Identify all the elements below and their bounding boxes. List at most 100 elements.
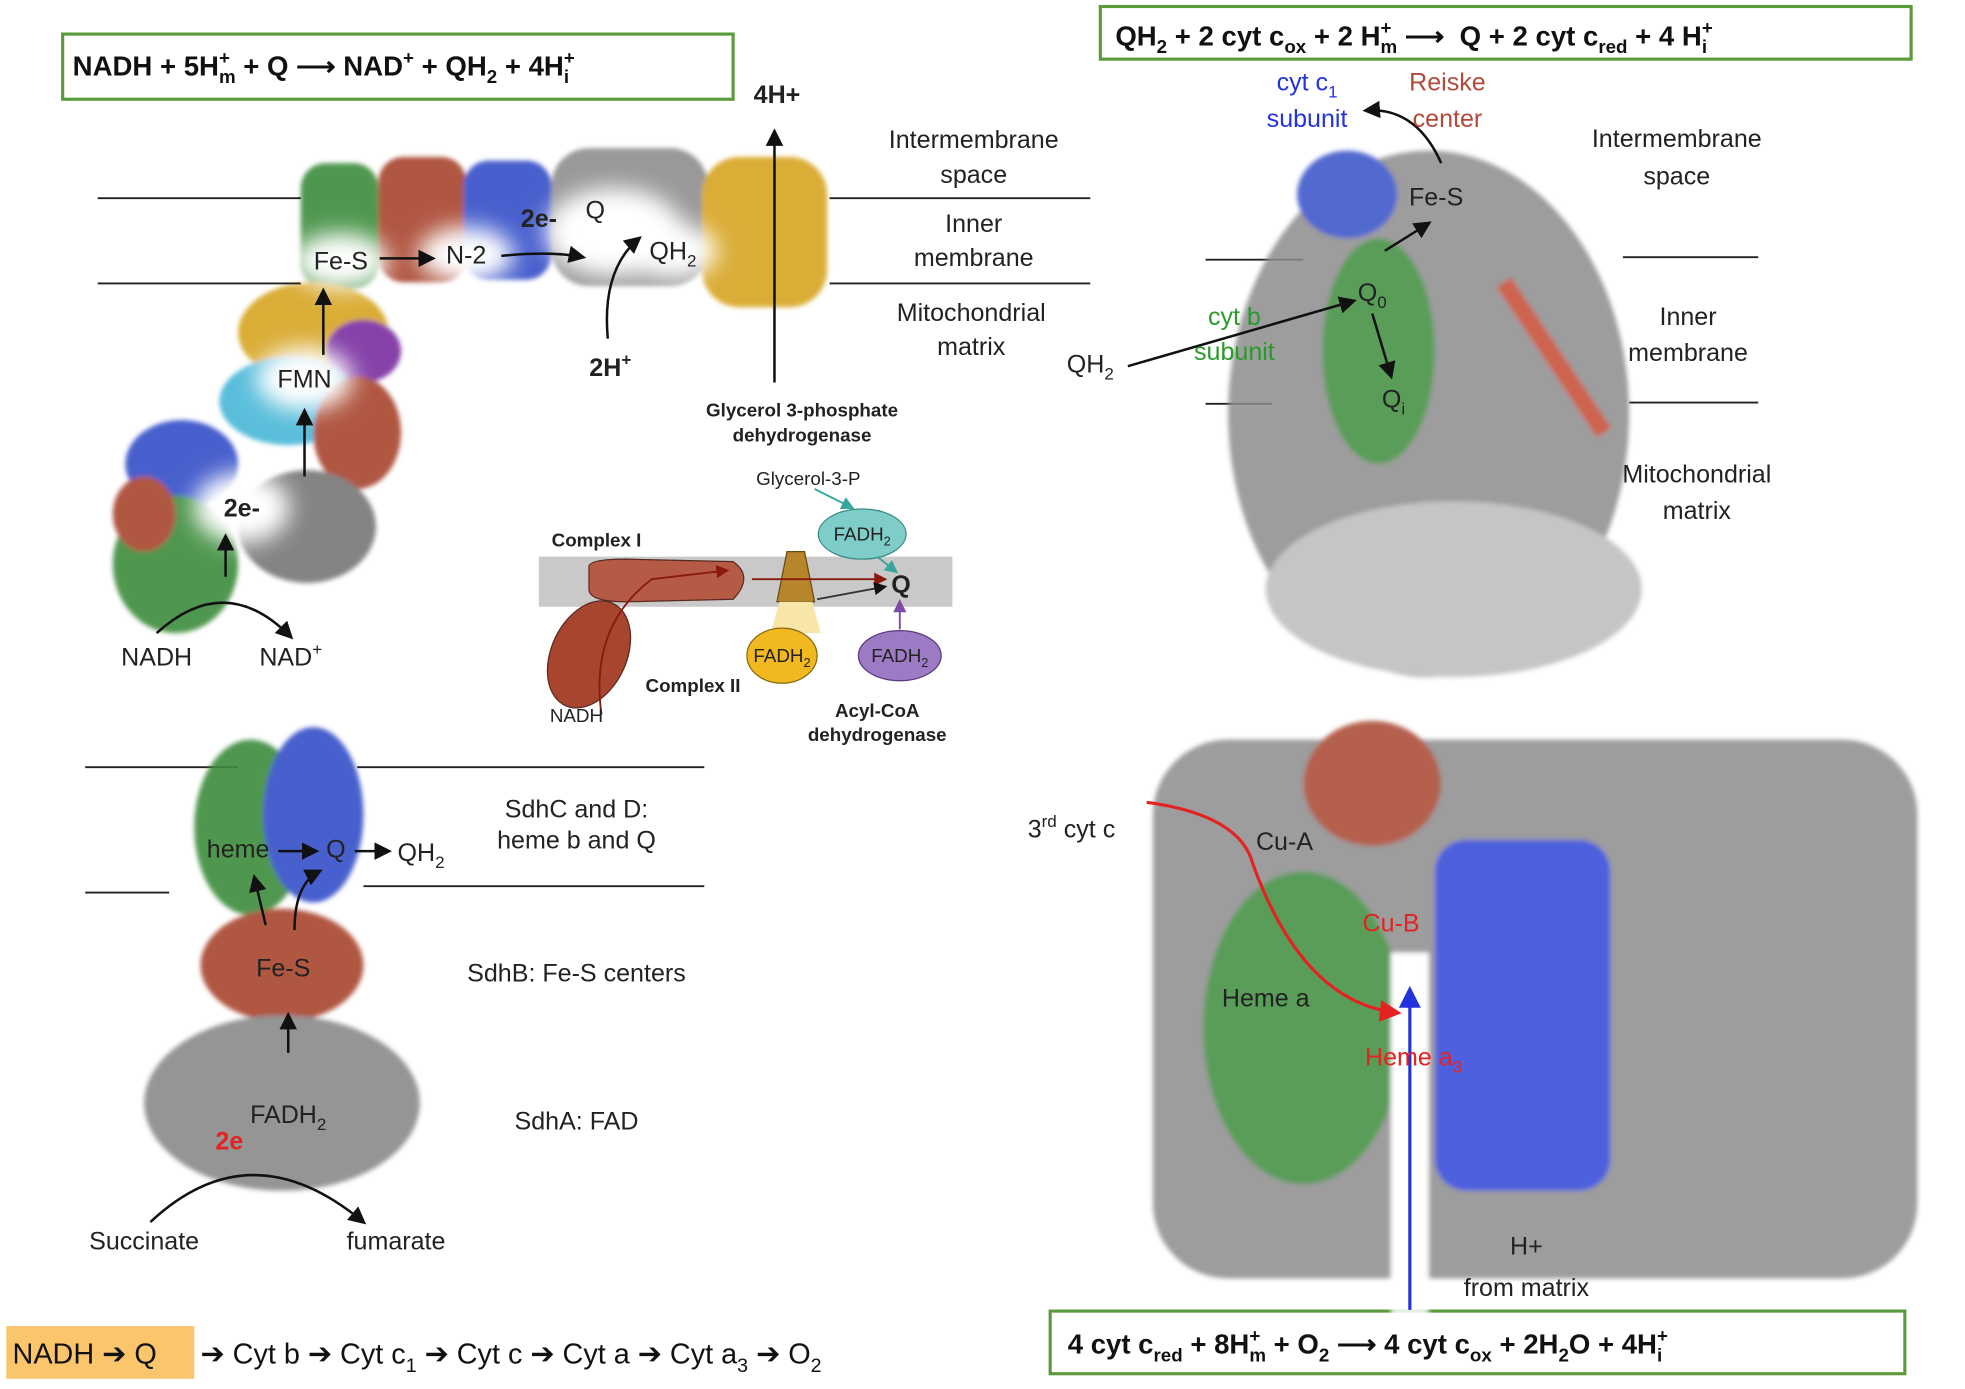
subscript: 2 bbox=[1319, 1344, 1329, 1365]
label: NADH bbox=[550, 705, 603, 726]
label: QH2 bbox=[398, 839, 445, 872]
label: Glycerol 3-phosphate bbox=[706, 399, 898, 420]
label: FMN bbox=[277, 365, 331, 393]
label: SdhC and D: bbox=[505, 795, 648, 823]
complex-ii-labels: SdhC and D: heme b and Q heme Q QH2 Fe-S… bbox=[89, 795, 686, 1255]
subscript: 2 bbox=[884, 534, 891, 549]
label: Mitochondrial bbox=[897, 299, 1046, 327]
label-glow-part bbox=[194, 472, 290, 543]
subscript: 2 bbox=[1104, 364, 1113, 383]
subscript: 3 bbox=[1453, 1057, 1462, 1076]
label: FADH2 bbox=[250, 1101, 326, 1134]
complex-iv-arrows bbox=[1146, 800, 1421, 1310]
supscript: + bbox=[1702, 17, 1713, 38]
text-run: cyt c bbox=[1057, 815, 1115, 843]
label: NADH bbox=[121, 644, 192, 672]
membrane-lines bbox=[85, 197, 1759, 894]
text-run: QH bbox=[649, 238, 687, 266]
label: Fe-S bbox=[314, 248, 368, 276]
subscript: 1 bbox=[1328, 82, 1337, 101]
complex-ii-arrows-part bbox=[149, 1174, 367, 1225]
text-run: ➔ Cyt c ➔ Cyt a ➔ Cyt a bbox=[417, 1339, 739, 1371]
label: space bbox=[1643, 162, 1710, 190]
label: matrix bbox=[1663, 497, 1732, 525]
label: H+ bbox=[1510, 1233, 1543, 1261]
label: subunit bbox=[1267, 105, 1348, 133]
complex-iv-structure-part bbox=[1303, 720, 1442, 847]
label-glow-part bbox=[418, 227, 514, 283]
label: Complex II bbox=[646, 675, 741, 696]
text-run: QH bbox=[398, 839, 436, 867]
pathway-schematic-part bbox=[746, 627, 818, 684]
subscript: 1 bbox=[406, 1355, 417, 1377]
subscript: 2 bbox=[317, 1115, 326, 1134]
chain-step: NADH ➔ Q bbox=[13, 1339, 157, 1371]
complex-iv-structure-part bbox=[1203, 871, 1404, 1185]
complex-iii-arrows bbox=[1127, 100, 1443, 380]
supscript: + bbox=[1249, 1325, 1260, 1346]
complex-ii-arrows bbox=[149, 842, 392, 1225]
complex-i-arrows bbox=[155, 128, 784, 640]
equation: NADH + 5H+ m + Q ⟶ NAD+ + QH2 + 4H+ i bbox=[73, 47, 575, 87]
label: Heme a bbox=[1222, 985, 1310, 1013]
equation: 4 cyt cred + 8H+ m + O2 ⟶ 4 cyt cox + 2H2… bbox=[1068, 1325, 1668, 1365]
label: Mitochondrial bbox=[1622, 461, 1771, 489]
text-run: NAD bbox=[259, 644, 312, 672]
label: QH2 bbox=[649, 238, 696, 271]
complex-i-arrows-part bbox=[605, 236, 642, 339]
text-run: O + 4H bbox=[1569, 1329, 1657, 1360]
label: Glycerol-3-P bbox=[756, 468, 860, 489]
pathway-schematic-part bbox=[770, 601, 821, 634]
label: Acyl-CoA bbox=[835, 700, 920, 721]
text-run: QH bbox=[1115, 20, 1156, 51]
complex-iii-arrows-part bbox=[1127, 296, 1357, 368]
complex-iii-structure-part bbox=[1297, 150, 1398, 239]
label: 2e bbox=[215, 1127, 243, 1155]
subscript: 0 bbox=[1377, 293, 1386, 312]
text-run: ⟶ Q + 2 cyt c bbox=[1397, 20, 1598, 51]
subscript: i bbox=[564, 66, 569, 87]
complex-i-structure-part bbox=[313, 376, 402, 489]
label: Complex I bbox=[552, 530, 642, 551]
subscript: ox bbox=[1470, 1344, 1492, 1365]
complex-iii-labels: cyt c1 subunit Reiske center Intermembra… bbox=[1067, 68, 1772, 525]
complex-iii-structure-part bbox=[1265, 501, 1642, 677]
text-run: Q bbox=[1382, 386, 1401, 414]
subscript: m bbox=[219, 66, 236, 87]
subscript: red bbox=[1154, 1344, 1183, 1365]
text-run: FADH bbox=[753, 645, 803, 666]
label: space bbox=[940, 161, 1007, 189]
label: heme bbox=[207, 835, 270, 863]
text-run: FADH bbox=[871, 645, 921, 666]
label: heme b and Q bbox=[497, 827, 656, 855]
complex-i-structure-part bbox=[112, 476, 176, 552]
text-run: Heme a bbox=[1365, 1043, 1453, 1071]
complex-ii-structure bbox=[144, 727, 420, 1191]
pathway-schematic-part bbox=[817, 508, 907, 560]
equation: QH2 + 2 cyt cox + 2 H+ m ⟶ Q + 2 cyt cred… bbox=[1115, 17, 1712, 57]
complex-iv-arrows-part bbox=[1146, 800, 1402, 1022]
equation-boxes-part bbox=[1098, 4, 1913, 61]
text-run: NADH + 5H bbox=[73, 50, 219, 81]
label: Qi bbox=[1382, 386, 1405, 419]
text-run: + 2 H bbox=[1306, 20, 1380, 51]
equation-boxes-part bbox=[61, 32, 735, 101]
complex-iii-structure-part bbox=[1322, 238, 1435, 464]
complex-i-arrows-part bbox=[155, 601, 294, 640]
complex-iii-structure bbox=[1228, 150, 1642, 677]
label: FADH2 bbox=[871, 645, 928, 670]
complex-i-labels: 4H+ Intermembrane space Inner membrane M… bbox=[121, 81, 1058, 672]
text-run: ➔ Cyt b ➔ Cyt c bbox=[201, 1339, 406, 1371]
pathway-schematic-part bbox=[816, 582, 888, 601]
label: FADH2 bbox=[753, 645, 810, 670]
pathway-labels: Glycerol-3-P Complex I FADH2 Q FADH2 FAD… bbox=[550, 468, 947, 745]
subscript: red bbox=[1598, 36, 1627, 57]
subscript: 2 bbox=[1558, 1344, 1568, 1365]
complex-ii-arrows-part bbox=[293, 869, 323, 931]
supscript: + bbox=[564, 47, 575, 68]
label: 2H+ bbox=[589, 351, 631, 383]
label: Q bbox=[891, 571, 910, 599]
text-run: + 2 cyt c bbox=[1167, 20, 1284, 51]
label-glow-part bbox=[256, 347, 353, 411]
subscript: i bbox=[1702, 36, 1707, 57]
